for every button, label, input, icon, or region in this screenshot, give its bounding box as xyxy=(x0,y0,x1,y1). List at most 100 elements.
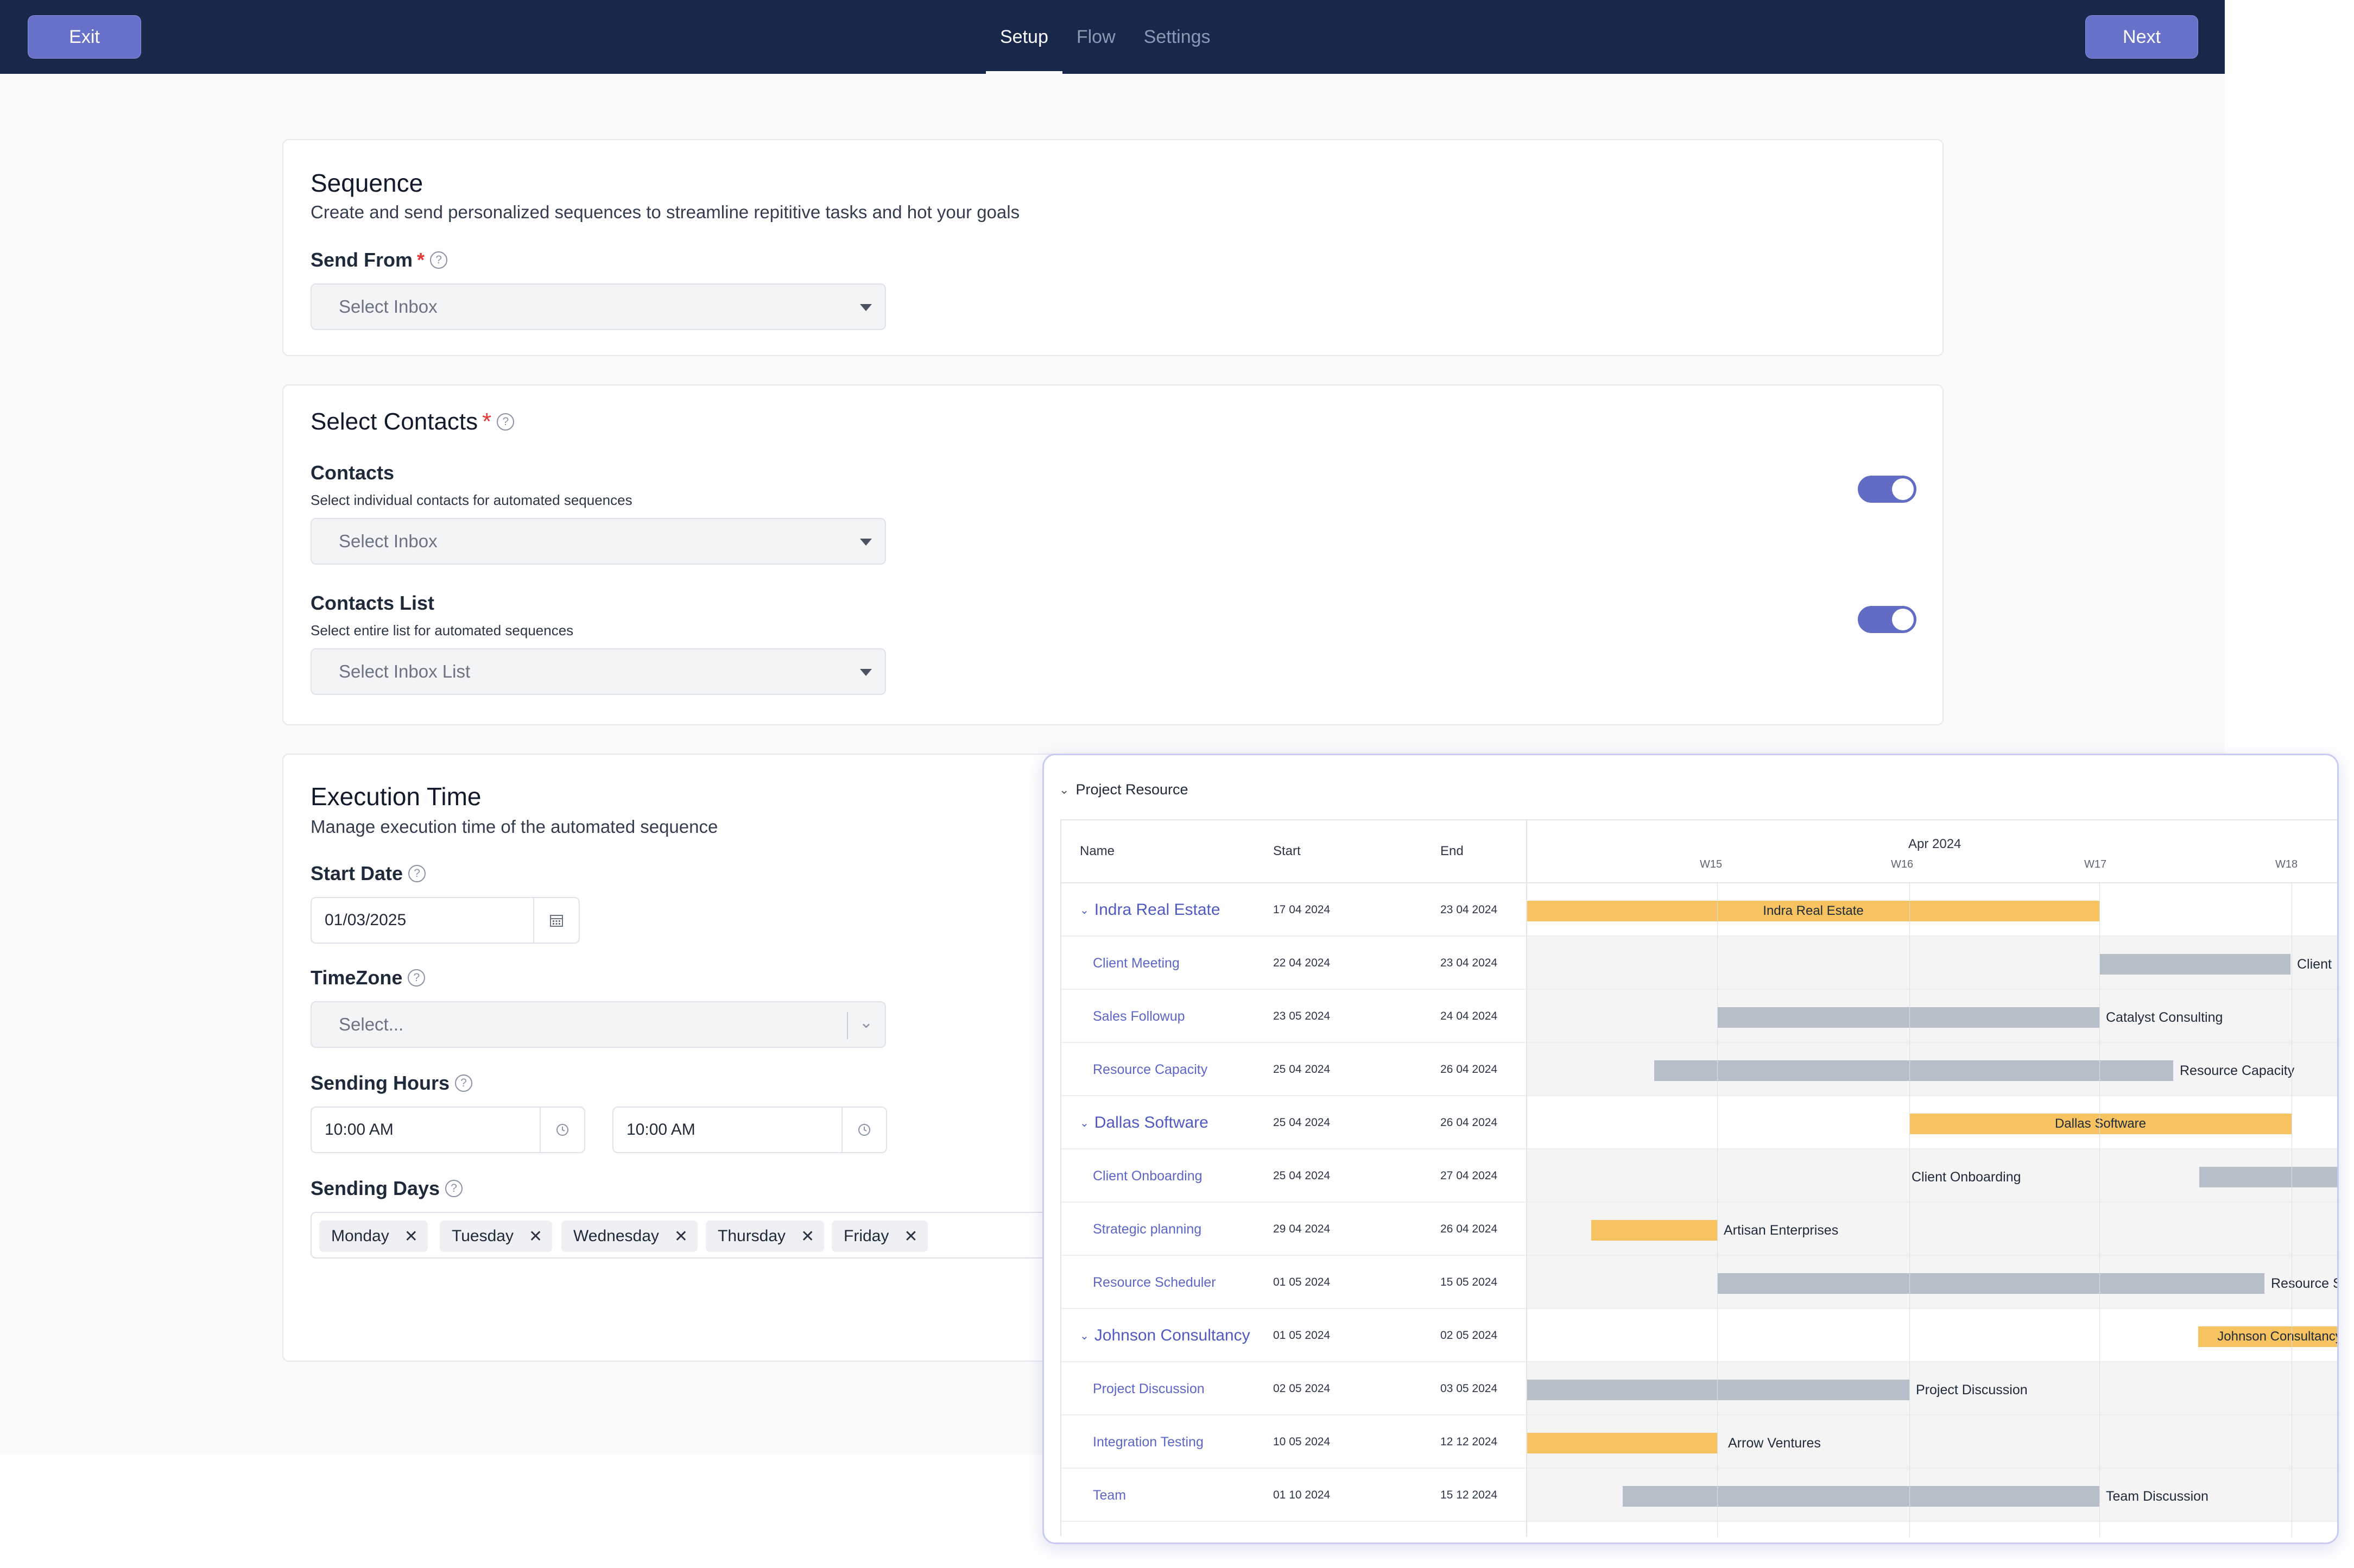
day-chip-label: Wednesday xyxy=(573,1227,659,1245)
gantt-start-date: 29 04 2024 xyxy=(1273,1223,1331,1235)
gantt-task-name[interactable]: Strategic planning xyxy=(1093,1203,1201,1256)
col-name-header: Name xyxy=(1080,844,1115,858)
chevron-down-icon[interactable]: ⌄ xyxy=(1080,1330,1089,1342)
contacts-card: Select Contacts * ? Contacts Select indi… xyxy=(282,384,1944,725)
caret-down-icon xyxy=(860,539,872,546)
help-icon[interactable]: ? xyxy=(430,251,448,269)
remove-icon[interactable]: ✕ xyxy=(404,1227,418,1245)
gantt-bar[interactable] xyxy=(2099,954,2290,975)
day-chip-label: Thursday xyxy=(718,1227,786,1245)
gantt-task-name[interactable]: Resource Capacity xyxy=(1093,1043,1207,1096)
execution-title: Execution Time xyxy=(311,782,482,811)
gantt-bar[interactable] xyxy=(1654,1060,2173,1081)
gantt-end-date: 02 05 2024 xyxy=(1440,1329,1498,1342)
contacts-list-placeholder: Select Inbox List xyxy=(339,661,471,681)
clock-icon[interactable] xyxy=(841,1108,886,1152)
gantt-bar[interactable] xyxy=(1717,1273,2264,1294)
gantt-name-text: Client Meeting xyxy=(1093,955,1180,971)
gantt-row[interactable]: Sales Followup 23 05 2024 24 04 2024 Cataly… xyxy=(1061,990,2337,1043)
gantt-row[interactable]: Project Discussion 02 05 2024 03 05 2024 Pr… xyxy=(1061,1362,2337,1415)
timezone-select[interactable]: Select... ⌄ xyxy=(311,1001,886,1048)
col-start-header: Start xyxy=(1273,844,1301,858)
help-icon[interactable]: ? xyxy=(455,1074,473,1092)
help-icon[interactable]: ? xyxy=(408,865,426,882)
gantt-start-date: 23 05 2024 xyxy=(1273,1010,1331,1022)
gantt-row[interactable]: ⌄ Johnson Consultancy 01 05 2024 02 05 2024… xyxy=(1061,1309,2339,1362)
gantt-row[interactable]: Team 01 10 2024 15 12 2024 Team Discussion xyxy=(1061,1469,2337,1522)
gantt-bar-side-label: Resource S xyxy=(2271,1275,2339,1291)
gantt-name-text: Integration Testing xyxy=(1093,1434,1204,1450)
gantt-bar[interactable] xyxy=(1717,1007,2099,1028)
header-divider xyxy=(1061,882,2337,883)
remove-icon[interactable]: ✕ xyxy=(801,1227,815,1245)
gantt-bar-label: Johnson Consultancy xyxy=(2217,1329,2339,1344)
required-marker: * xyxy=(417,249,425,271)
clock-icon[interactable] xyxy=(540,1108,584,1152)
gantt-task-name[interactable]: Client Onboarding xyxy=(1093,1149,1203,1203)
chevron-down-icon[interactable]: ⌄ xyxy=(1080,904,1089,916)
gantt-name-text: Resource Capacity xyxy=(1093,1061,1208,1077)
contacts-label: Contacts xyxy=(311,461,395,484)
gantt-bar[interactable] xyxy=(1527,1380,1909,1400)
chevron-down-icon[interactable]: ⌄ xyxy=(1080,1117,1089,1129)
help-icon[interactable]: ? xyxy=(497,413,515,431)
gantt-start-date: 02 05 2024 xyxy=(1273,1382,1331,1395)
contacts-list-toggle[interactable] xyxy=(1858,606,1916,633)
start-date-input[interactable]: 01/03/2025 xyxy=(311,897,580,944)
gantt-row[interactable]: Strategic planning 29 04 2024 26 04 2024 Ar… xyxy=(1061,1203,2337,1256)
gantt-row[interactable]: ⌄ Indra Real Estate 17 04 2024 23 04 2024 In… xyxy=(1061,883,2337,937)
gantt-row[interactable]: ⌄ Dallas Software 25 04 2024 26 04 2024 Dall… xyxy=(1061,1096,2337,1149)
tab-setup[interactable]: Setup xyxy=(986,0,1062,74)
gantt-end-date: 12 12 2024 xyxy=(1440,1436,1498,1448)
gantt-task-name[interactable]: Client Meeting xyxy=(1093,937,1180,990)
gantt-task-name[interactable]: Sales Followup xyxy=(1093,990,1185,1043)
gantt-task-name[interactable]: Resource Scheduler xyxy=(1093,1256,1216,1309)
send-from-label: Send From * ? xyxy=(311,249,448,271)
day-chip-label: Tuesday xyxy=(452,1227,514,1245)
contacts-placeholder: Select Inbox xyxy=(339,531,438,551)
calendar-icon[interactable] xyxy=(533,898,579,943)
day-chip-monday: Monday ✕ xyxy=(319,1221,428,1252)
gantt-row[interactable]: Client Meeting 22 04 2024 23 04 2024 Client xyxy=(1061,937,2337,990)
hour-to-input[interactable]: 10:00 AM xyxy=(612,1107,887,1153)
gantt-bar-label: Dallas Software xyxy=(2054,1116,2147,1131)
gantt-row[interactable]: Resource Capacity 25 04 2024 26 04 2024 Res… xyxy=(1061,1043,2337,1096)
gantt-row[interactable]: Resource Scheduler 01 05 2024 15 05 2024 Re… xyxy=(1061,1256,2339,1309)
gantt-bar[interactable] xyxy=(1591,1220,1717,1241)
gantt-bar[interactable] xyxy=(1527,1433,1717,1453)
gantt-bar[interactable]: Dallas Software xyxy=(1909,1114,2292,1134)
send-from-select[interactable]: Select Inbox xyxy=(311,283,886,330)
gantt-row[interactable]: Client Onboarding 25 04 2024 27 04 2024 Cli… xyxy=(1061,1149,2337,1203)
gantt-bar[interactable] xyxy=(2199,1167,2337,1187)
gantt-bar[interactable] xyxy=(1623,1486,2099,1507)
caret-down-icon xyxy=(860,669,872,676)
help-icon[interactable]: ? xyxy=(408,969,426,987)
tab-settings[interactable]: Settings xyxy=(1143,26,1211,47)
gantt-task-name[interactable]: Project Discussion xyxy=(1093,1362,1205,1415)
gantt-name-text: Strategic planning xyxy=(1093,1221,1202,1237)
gantt-group-name[interactable]: ⌄ Indra Real Estate xyxy=(1080,883,1220,937)
contacts-list-select[interactable]: Select Inbox List xyxy=(311,648,886,695)
contacts-select[interactable]: Select Inbox xyxy=(311,518,886,565)
gantt-bar[interactable]: Johnson Consultancy xyxy=(2198,1326,2339,1347)
required-marker: * xyxy=(482,408,492,435)
gantt-group-name[interactable]: ⌄ Dallas Software xyxy=(1080,1096,1208,1149)
exit-button[interactable]: Exit xyxy=(28,15,141,59)
tab-flow[interactable]: Flow xyxy=(1076,26,1116,47)
gantt-row[interactable]: Integration Testing 10 05 2024 12 12 2024 A… xyxy=(1061,1415,2337,1469)
gantt-bar[interactable]: Indra Real Estate xyxy=(1527,901,2099,921)
remove-icon[interactable]: ✕ xyxy=(528,1227,543,1245)
remove-icon[interactable]: ✕ xyxy=(904,1227,918,1245)
gantt-start-date: 25 04 2024 xyxy=(1273,1116,1331,1129)
gantt-end-date: 26 04 2024 xyxy=(1440,1116,1498,1129)
next-button[interactable]: Next xyxy=(2085,15,2198,59)
help-icon[interactable]: ? xyxy=(445,1180,463,1197)
remove-icon[interactable]: ✕ xyxy=(674,1227,688,1245)
gantt-task-name[interactable]: Team xyxy=(1093,1469,1126,1522)
gantt-task-name[interactable]: Integration Testing xyxy=(1093,1415,1204,1469)
gantt-start-date: 01 05 2024 xyxy=(1273,1276,1331,1288)
contacts-toggle[interactable] xyxy=(1858,476,1916,503)
hour-from-input[interactable]: 10:00 AM xyxy=(311,1107,585,1153)
gantt-group-name[interactable]: ⌄ Johnson Consultancy xyxy=(1080,1309,1250,1362)
gantt-header[interactable]: ⌄ Project Resource xyxy=(1059,781,1188,798)
